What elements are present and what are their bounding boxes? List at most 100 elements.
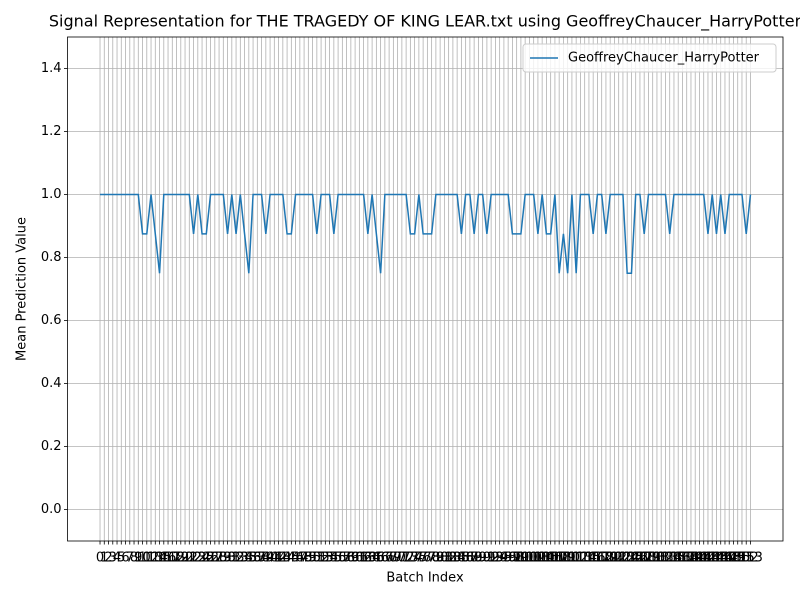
x-tick-label: 60 xyxy=(347,551,364,566)
x-tick-label: 13 xyxy=(147,551,164,566)
x-tick-label: 148 xyxy=(717,551,742,566)
x-tick-label: 8 xyxy=(130,551,138,566)
x-tick-label: 28 xyxy=(211,551,228,566)
x-tick-label: 62 xyxy=(355,551,372,566)
x-tick-label: 19 xyxy=(173,551,190,566)
x-tick-label: 24 xyxy=(194,551,211,566)
x-tick-label: 53 xyxy=(317,551,334,566)
x-tick-label: 73 xyxy=(402,551,419,566)
x-tick-label: 97 xyxy=(504,551,521,566)
x-tick-label: 136 xyxy=(666,551,691,566)
x-tick-label: 110 xyxy=(555,551,580,566)
x-tick-label: 152 xyxy=(734,551,759,566)
x-tick-label: 61 xyxy=(351,551,368,566)
x-tick-label: 119 xyxy=(594,551,619,566)
x-tick-label: 45 xyxy=(283,551,300,566)
x-tick-label: 74 xyxy=(406,551,423,566)
x-tick-label: 104 xyxy=(530,551,555,566)
x-tick-label: 98 xyxy=(508,551,525,566)
x-tick-label: 90 xyxy=(474,551,491,566)
x-tick-label: 40 xyxy=(262,551,279,566)
y-tick-label: 0.8 xyxy=(41,250,62,265)
x-tick-label: 133 xyxy=(653,551,678,566)
x-tick-label: 30 xyxy=(219,551,236,566)
x-tick-label: 25 xyxy=(198,551,215,566)
x-tick-label: 50 xyxy=(304,551,321,566)
x-tick-label: 141 xyxy=(687,551,712,566)
x-tick-label: 0 xyxy=(96,551,104,566)
plot xyxy=(100,193,752,274)
x-tick-label: 118 xyxy=(589,551,614,566)
x-tick-label: 101 xyxy=(517,551,542,566)
x-tick-label: 34 xyxy=(236,551,253,566)
x-tick-label: 58 xyxy=(338,551,355,566)
data-line xyxy=(100,193,752,274)
x-tick-label: 79 xyxy=(428,551,445,566)
x-tick-label: 116 xyxy=(581,551,606,566)
x-tick-label: 147 xyxy=(713,551,738,566)
x-tick-label: 93 xyxy=(487,551,504,566)
x-tick-label: 77 xyxy=(419,551,436,566)
x-tick-label: 1 xyxy=(100,551,108,566)
x-tick-label: 15 xyxy=(156,551,173,566)
legend-label: GeoffreyChaucer_HarryPotter xyxy=(568,51,760,66)
x-tick-label: 33 xyxy=(232,551,249,566)
x-tick-label: 106 xyxy=(538,551,563,566)
x-tick-label: 81 xyxy=(436,551,453,566)
x-tick-label: 149 xyxy=(721,551,746,566)
x-tick-label: 142 xyxy=(691,551,716,566)
x-tick-label: 83 xyxy=(445,551,462,566)
x-tick-label: 72 xyxy=(398,551,415,566)
x-tick-label: 87 xyxy=(462,551,479,566)
x-tick-label: 144 xyxy=(700,551,725,566)
x-tick-label: 138 xyxy=(674,551,699,566)
x-tick-label: 92 xyxy=(483,551,500,566)
chart-title: Signal Representation for THE TRAGEDY OF… xyxy=(49,12,800,32)
x-axis-label: Batch Index xyxy=(386,571,464,586)
x-tick-label: 78 xyxy=(423,551,440,566)
x-tick-label: 17 xyxy=(164,551,181,566)
x-tick-label: 111 xyxy=(560,551,585,566)
x-tick-label: 14 xyxy=(151,551,168,566)
x-tick-label: 65 xyxy=(368,551,385,566)
x-tick-label: 48 xyxy=(296,551,313,566)
x-tick-label: 21 xyxy=(181,551,198,566)
x-tick-label: 115 xyxy=(577,551,602,566)
x-tick-label: 20 xyxy=(177,551,194,566)
x-tick-label: 31 xyxy=(224,551,241,566)
x-tick-label: 150 xyxy=(725,551,750,566)
x-tick-label: 10 xyxy=(134,551,151,566)
x-tick-label: 95 xyxy=(496,551,513,566)
axes-frame xyxy=(67,36,784,542)
x-tick-label: 70 xyxy=(389,551,406,566)
legend: GeoffreyChaucer_HarryPotter xyxy=(522,43,777,73)
x-tick-label: 16 xyxy=(160,551,177,566)
x-tick-label: 109 xyxy=(551,551,576,566)
x-tick-label: 59 xyxy=(343,551,360,566)
x-tick-label: 132 xyxy=(649,551,674,566)
x-tick-label: 89 xyxy=(470,551,487,566)
x-tick-label: 51 xyxy=(309,551,326,566)
x-tick-label: 96 xyxy=(500,551,517,566)
x-tick-label: 12 xyxy=(143,551,160,566)
x-tick-label: 4 xyxy=(113,551,121,566)
x-tick-label: 68 xyxy=(381,551,398,566)
x-tick-label: 56 xyxy=(330,551,347,566)
x-tick-label: 125 xyxy=(619,551,644,566)
x-tick-label: 140 xyxy=(683,551,708,566)
x-tick-label: 126 xyxy=(623,551,648,566)
x-tick-label: 39 xyxy=(258,551,275,566)
x-tick-label: 7 xyxy=(126,551,134,566)
x-tick-label: 2 xyxy=(104,551,112,566)
ticks: 0.00.20.40.60.81.01.21.40123456789101112… xyxy=(41,61,763,566)
x-tick-label: 130 xyxy=(640,551,665,566)
x-tick-label: 69 xyxy=(385,551,402,566)
x-tick-label: 135 xyxy=(662,551,687,566)
x-tick-label: 75 xyxy=(411,551,428,566)
x-tick-label: 47 xyxy=(292,551,309,566)
x-tick-label: 46 xyxy=(287,551,304,566)
x-tick-label: 38 xyxy=(253,551,270,566)
x-tick-label: 123 xyxy=(611,551,636,566)
x-tick-label: 131 xyxy=(645,551,670,566)
